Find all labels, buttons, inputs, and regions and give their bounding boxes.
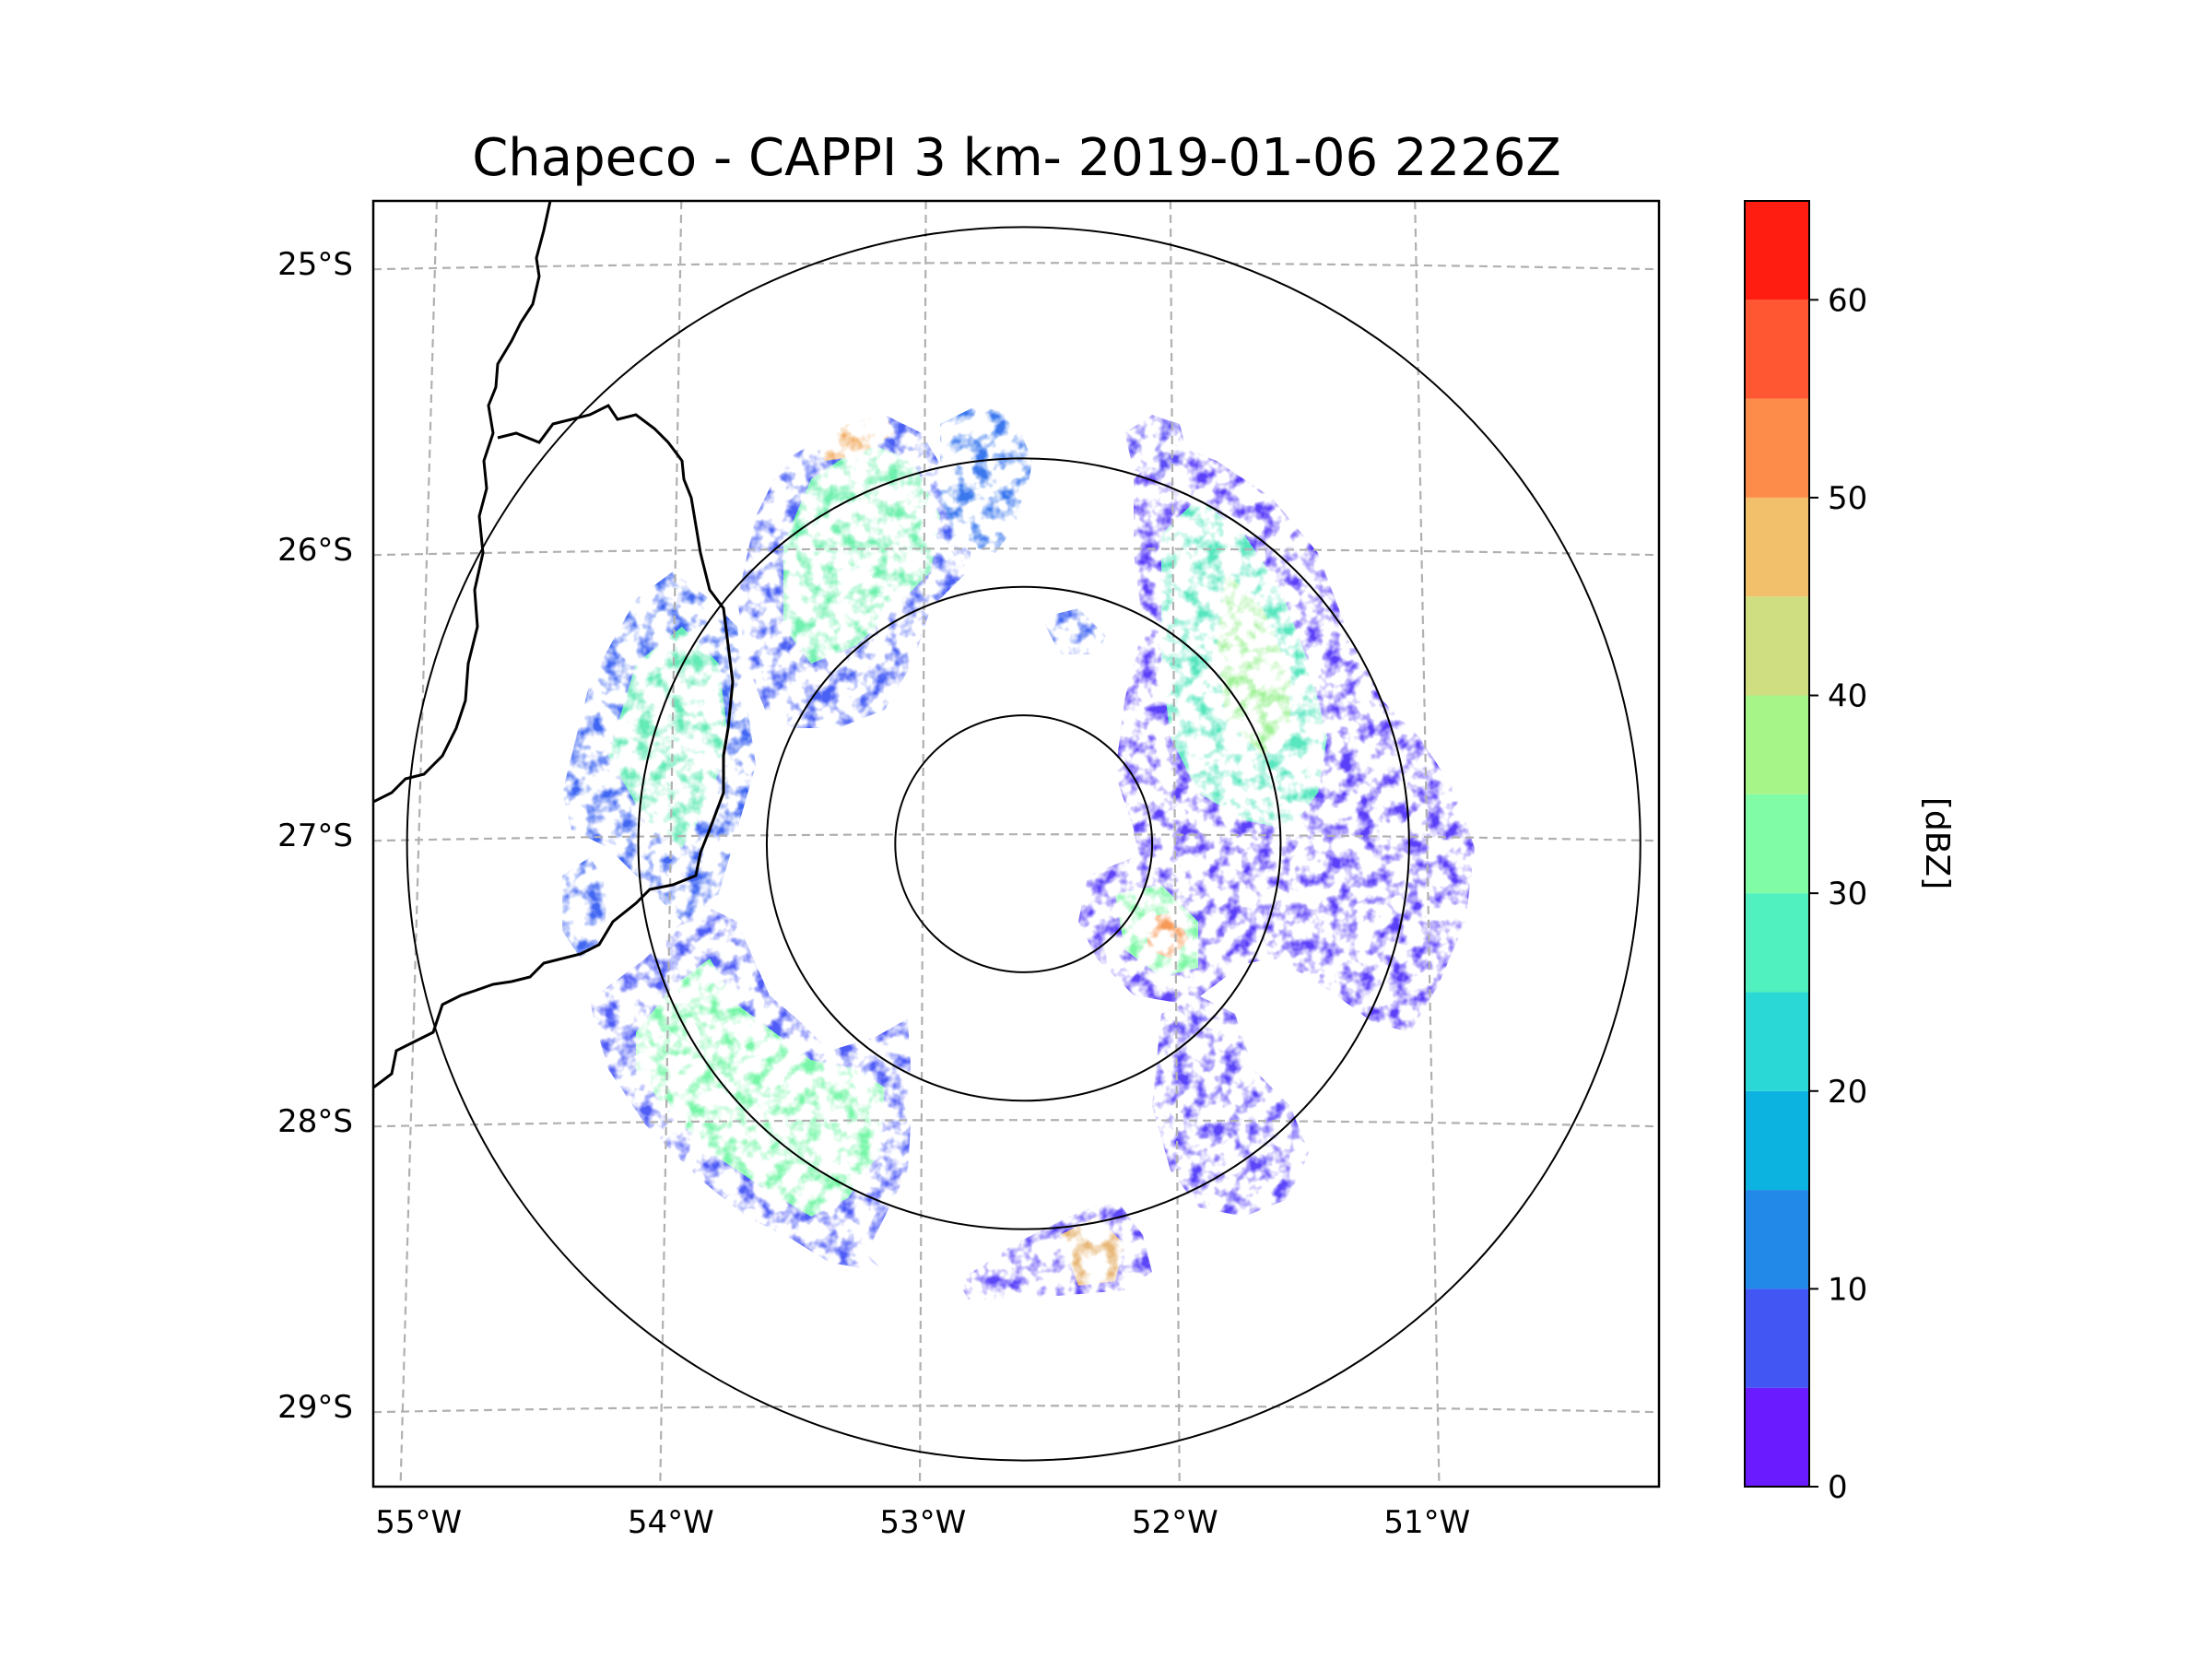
- echo-west-small: [562, 857, 608, 959]
- colorbar-bin: [1745, 695, 1809, 794]
- colorbar-bins: [1745, 201, 1809, 1487]
- meridian-line: [1414, 201, 1441, 1487]
- longitude-labels: 55°W 54°W 53°W 52°W 51°W: [375, 1504, 1470, 1541]
- colorbar-tick-label: 50: [1828, 480, 1867, 517]
- echo-south-core: [1060, 1217, 1124, 1286]
- echo-southwest-core: [636, 959, 885, 1217]
- graticule: [373, 201, 1659, 1487]
- lat-tick-label: 27°S: [277, 818, 353, 854]
- colorbar-bin: [1745, 497, 1809, 597]
- colorbar-bin: [1745, 201, 1809, 300]
- range-rings: [406, 226, 1641, 1462]
- lon-tick-label: 53°W: [879, 1504, 966, 1541]
- echo-central-peak: [1147, 912, 1189, 959]
- echo-central-small: [1041, 608, 1106, 654]
- lat-tick-label: 26°S: [277, 532, 353, 569]
- colorbar-tick-label: 30: [1828, 876, 1867, 912]
- echo-north-peak: [816, 415, 894, 461]
- meridian-line: [399, 201, 439, 1487]
- echo-north-core: [783, 442, 940, 664]
- plot-title: Chapeco - CAPPI 3 km- 2019-01-06 2226Z: [472, 128, 1561, 188]
- meridian-line: [918, 201, 927, 1487]
- echo-north-small: [940, 406, 1032, 553]
- colorbar-tick-label: 20: [1828, 1074, 1867, 1111]
- echo-east-inner: [1217, 571, 1290, 756]
- parallel-line: [373, 1119, 1659, 1128]
- meridian-line: [1169, 201, 1181, 1487]
- lon-tick-label: 54°W: [628, 1504, 714, 1541]
- parallel-line: [373, 262, 1659, 271]
- colorbar-bin: [1745, 1090, 1809, 1191]
- colorbar: 0 10 20 30 40 50 60 [dBZ]: [1744, 200, 1956, 1506]
- parallel-line: [373, 833, 1659, 842]
- parallel-line: [373, 1405, 1659, 1414]
- lon-tick-label: 52°W: [1132, 1504, 1218, 1541]
- colorbar-frame: [1744, 200, 1810, 1488]
- colorbar-bin: [1745, 1190, 1809, 1289]
- colorbar-bin: [1745, 398, 1809, 498]
- border-sc-parana: [497, 404, 735, 683]
- colorbar-bin: [1745, 1387, 1809, 1487]
- echo-northeast-small: [1124, 415, 1189, 479]
- colorbar-tick-label: 0: [1828, 1469, 1848, 1506]
- parallel-line: [373, 547, 1659, 557]
- range-ring: [637, 457, 1410, 1230]
- colorbar-ticks: 0 10 20 30 40 50 60: [1809, 282, 1867, 1506]
- colorbar-bin: [1745, 300, 1809, 399]
- range-ring: [765, 585, 1282, 1102]
- range-ring: [894, 714, 1154, 973]
- lat-tick-label: 28°S: [277, 1103, 353, 1140]
- echo-west-core: [608, 627, 728, 848]
- colorbar-bin: [1745, 596, 1809, 696]
- map-axes: 25°S 26°S 27°S 28°S 29°S 55°W 54°W 53°W 52°W 51°…: [277, 199, 1661, 1541]
- colorbar-tick-label: 60: [1828, 282, 1867, 319]
- lon-tick-label: 51°W: [1383, 1504, 1470, 1541]
- colorbar-tick-label: 40: [1828, 678, 1867, 715]
- reflectivity-field: [562, 406, 1475, 1300]
- lon-tick-label: 55°W: [375, 1504, 462, 1541]
- colorbar-tick-label: 10: [1828, 1271, 1867, 1308]
- colorbar-bin: [1745, 992, 1809, 1091]
- latitude-labels: 25°S 26°S 27°S 28°S 29°S: [277, 246, 353, 1426]
- range-ring: [406, 226, 1641, 1462]
- border-argentina-brazil: [373, 201, 552, 804]
- colorbar-bin: [1745, 794, 1809, 894]
- lat-tick-label: 25°S: [277, 246, 353, 283]
- meridian-line: [659, 201, 683, 1487]
- echo-southeast-cell: [1152, 995, 1309, 1217]
- colorbar-bin: [1745, 893, 1809, 993]
- colorbar-bin: [1745, 1288, 1809, 1388]
- lat-tick-label: 29°S: [277, 1389, 353, 1426]
- map-frame: [371, 199, 1661, 1488]
- colorbar-label: [dBZ]: [1918, 797, 1956, 889]
